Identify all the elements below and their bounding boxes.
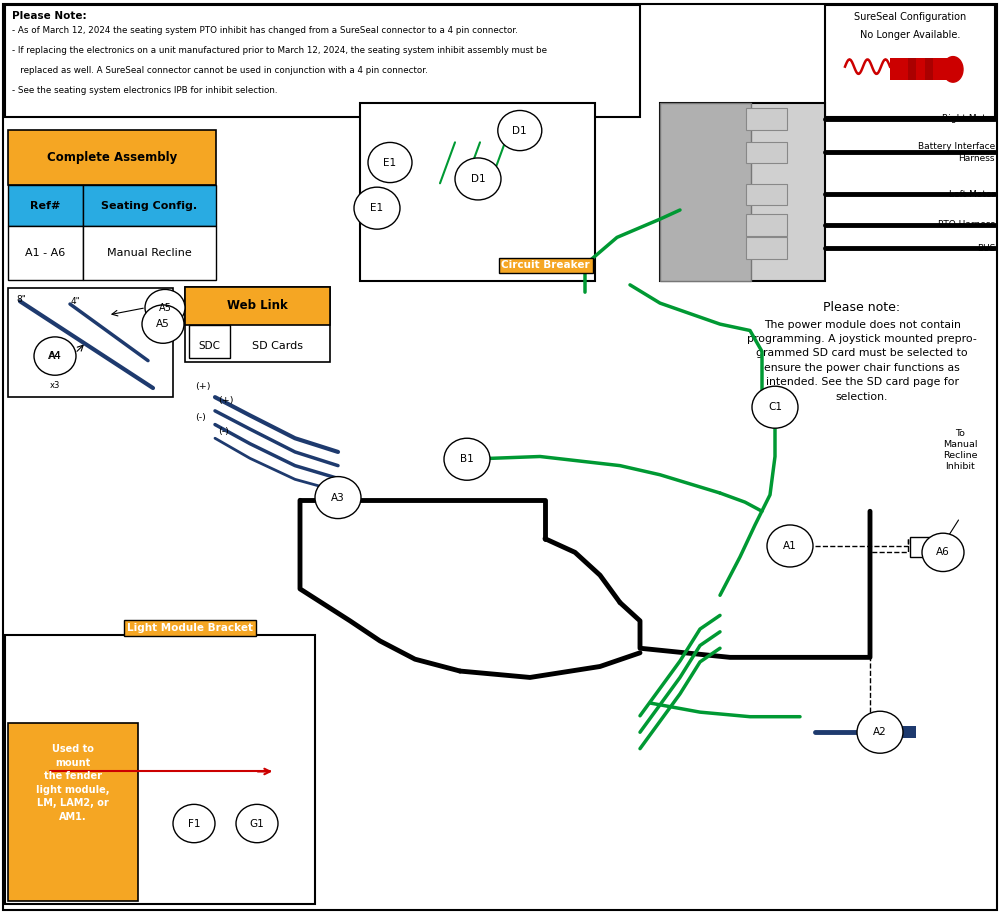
Text: x3: x3 [50, 381, 60, 390]
Bar [5, 5, 640, 117]
Text: Battery Interface
Harness: Battery Interface Harness [918, 142, 995, 163]
Bar [83, 185, 216, 226]
Text: The power module does not contain
programming. A joystick mounted prepro-
gramme: The power module does not contain progra… [747, 320, 977, 402]
Bar [185, 287, 330, 325]
Circle shape [455, 158, 501, 200]
Bar [83, 226, 216, 280]
Text: C1: C1 [768, 403, 782, 412]
Circle shape [236, 804, 278, 843]
Bar [910, 537, 940, 557]
Bar [660, 103, 825, 281]
Bar [8, 288, 173, 397]
Text: (-): (-) [218, 427, 229, 436]
Circle shape [34, 337, 76, 375]
Text: A5: A5 [156, 320, 170, 329]
Bar [8, 723, 138, 901]
Bar [8, 130, 216, 185]
Text: To
Manual
Recline
Inhibit: To Manual Recline Inhibit [943, 429, 977, 471]
Text: A4: A4 [48, 352, 62, 361]
Bar [746, 108, 787, 130]
Bar [925, 58, 933, 80]
Bar [8, 226, 83, 280]
Text: A6: A6 [936, 548, 950, 557]
Bar [746, 184, 787, 205]
Ellipse shape [943, 57, 963, 82]
Bar [185, 287, 330, 362]
Text: x1: x1 [160, 331, 170, 341]
Text: SDC: SDC [198, 341, 220, 351]
Circle shape [857, 711, 903, 753]
Circle shape [35, 338, 75, 374]
Text: SD Cards: SD Cards [252, 341, 303, 351]
Circle shape [498, 110, 542, 151]
Bar [5, 635, 315, 904]
Circle shape [767, 525, 813, 567]
Text: Please Note:: Please Note: [12, 11, 87, 21]
Text: 8": 8" [16, 295, 26, 304]
Text: A2: A2 [873, 728, 887, 737]
Bar [825, 5, 995, 117]
Bar [189, 324, 230, 358]
Circle shape [752, 386, 798, 428]
Text: D1: D1 [471, 174, 485, 184]
Text: PTO Harness: PTO Harness [938, 220, 995, 229]
Text: F1: F1 [188, 819, 200, 828]
Text: Left Motor: Left Motor [949, 190, 995, 199]
Text: E1: E1 [370, 204, 384, 213]
Text: Please note:: Please note: [823, 301, 901, 314]
Text: Web Link: Web Link [227, 299, 288, 312]
Text: Right Motor: Right Motor [942, 114, 995, 123]
Text: Complete Assembly: Complete Assembly [47, 151, 177, 164]
Text: A3: A3 [331, 493, 345, 502]
Text: - See the seating system electronics IPB for inhibit selection.: - See the seating system electronics IPB… [12, 86, 278, 95]
Circle shape [173, 804, 215, 843]
Text: Ref#: Ref# [30, 201, 61, 211]
Bar [746, 214, 787, 236]
Bar [746, 142, 787, 163]
Text: E1: E1 [383, 158, 397, 167]
Text: - As of March 12, 2024 the seating system PTO inhibit has changed from a SureSea: - As of March 12, 2024 the seating syste… [12, 26, 518, 35]
Text: SureSeal Configuration: SureSeal Configuration [854, 12, 966, 22]
Text: Light Module Bracket: Light Module Bracket [127, 623, 253, 633]
Bar [660, 103, 751, 281]
Text: A4: A4 [49, 352, 61, 361]
Text: No Longer Available.: No Longer Available. [860, 30, 960, 40]
Circle shape [145, 289, 185, 326]
Circle shape [315, 477, 361, 519]
Bar [890, 58, 948, 80]
Bar [360, 103, 595, 281]
Bar [908, 58, 916, 80]
Text: D1: D1 [512, 126, 527, 135]
Text: (-): (-) [195, 413, 206, 422]
Text: A1: A1 [783, 541, 797, 551]
Text: Used to
mount
the fender
light module,
LM, LAM2, or
AM1.: Used to mount the fender light module, L… [36, 744, 110, 822]
Text: BUS: BUS [977, 244, 995, 253]
Circle shape [354, 187, 400, 229]
Bar [898, 726, 916, 738]
Text: Seating Config.: Seating Config. [101, 201, 198, 211]
Text: Circuit Breaker: Circuit Breaker [501, 262, 590, 272]
Text: - If replacing the electronics on a unit manufactured prior to March 12, 2024, t: - If replacing the electronics on a unit… [12, 46, 547, 55]
Circle shape [368, 142, 412, 183]
Text: Circuit Breaker: Circuit Breaker [501, 260, 590, 270]
Circle shape [142, 305, 184, 343]
Text: Manual Recline: Manual Recline [107, 248, 192, 258]
Circle shape [444, 438, 490, 480]
Text: A1 - A6: A1 - A6 [25, 248, 66, 258]
Text: A5: A5 [159, 303, 171, 312]
Text: G1: G1 [250, 819, 264, 828]
Circle shape [922, 533, 964, 572]
Text: B1: B1 [460, 455, 474, 464]
Text: (+): (+) [218, 396, 234, 405]
Bar [8, 185, 83, 226]
Text: (+): (+) [195, 382, 210, 391]
Bar [746, 237, 787, 259]
Text: 4": 4" [71, 297, 81, 306]
Text: replaced as well. A SureSeal connector cannot be used in conjunction with a 4 pi: replaced as well. A SureSeal connector c… [12, 66, 428, 75]
